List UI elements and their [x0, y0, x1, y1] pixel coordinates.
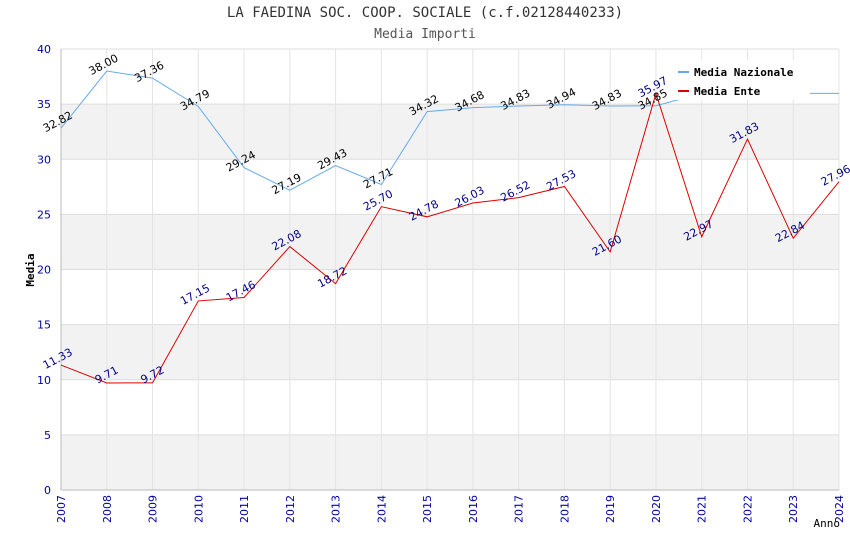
legend-label: Media Ente	[694, 85, 761, 98]
x-tick-label: 2016	[467, 495, 480, 523]
background-band	[61, 434, 839, 490]
x-tick-label: 2008	[101, 495, 114, 523]
y-tick-label: 10	[37, 374, 51, 387]
x-tick-label: 2010	[192, 495, 205, 523]
x-tick-label: 2024	[833, 495, 846, 523]
series-line-media-ente	[60, 91, 840, 384]
legend-box	[672, 60, 810, 100]
x-tick-label: 2019	[604, 495, 617, 523]
y-tick-label: 40	[37, 43, 51, 56]
y-tick-label: 30	[37, 153, 51, 166]
x-tick-label: 2011	[238, 495, 251, 523]
y-tick-label: 25	[37, 208, 51, 221]
data-label: 27.53	[544, 167, 578, 193]
data-label: 27.71	[361, 165, 395, 191]
x-tick-label: 2013	[330, 495, 343, 523]
x-tick-label: 2007	[55, 495, 68, 523]
data-label: 17.15	[178, 282, 212, 308]
x-tick-label: 2021	[696, 495, 709, 523]
data-label: 27.96	[819, 162, 850, 188]
background-band	[61, 324, 839, 380]
background-band	[61, 214, 839, 270]
y-tick-label: 35	[37, 98, 51, 111]
x-tick-label: 2009	[147, 495, 160, 523]
data-label: 37.36	[132, 59, 166, 85]
y-tick-label: 15	[37, 319, 51, 332]
legend-label: Media Nazionale	[694, 66, 794, 79]
data-label: 17.46	[224, 278, 258, 304]
x-tick-label: 2022	[741, 495, 754, 523]
y-tick-label: 0	[44, 484, 51, 497]
x-tick-label: 2014	[375, 495, 388, 523]
chart-title: LA FAEDINA SOC. COOP. SOCIALE (c.f.02128…	[226, 5, 624, 21]
x-tick-label: 2020	[650, 495, 663, 523]
x-tick-label: 2018	[558, 495, 571, 523]
x-axis-title: Anno	[814, 517, 841, 530]
background-band	[61, 104, 839, 160]
y-tick-label: 20	[37, 264, 51, 277]
y-axis-title: Media	[24, 253, 37, 286]
data-label: 26.52	[499, 178, 533, 204]
x-tick-label: 2023	[787, 495, 800, 523]
x-tick-label: 2015	[421, 495, 434, 523]
legend: Media Nazionale Media Ente	[672, 60, 810, 100]
x-tick-label: 2017	[513, 495, 526, 523]
data-label: 26.03	[453, 184, 487, 210]
axes	[60, 49, 839, 491]
y-tick-label: 5	[44, 429, 51, 442]
data-label: 27.19	[270, 171, 304, 197]
chart-subtitle: Media Importi	[374, 27, 476, 42]
tick-labels: 0 5 10 15 20 25 30 35 40 2007 2008 2009 2010 2011 2012…	[37, 43, 846, 523]
background-bands	[61, 104, 839, 490]
x-tick-label: 2012	[284, 495, 297, 523]
data-label: 38.00	[87, 52, 121, 78]
